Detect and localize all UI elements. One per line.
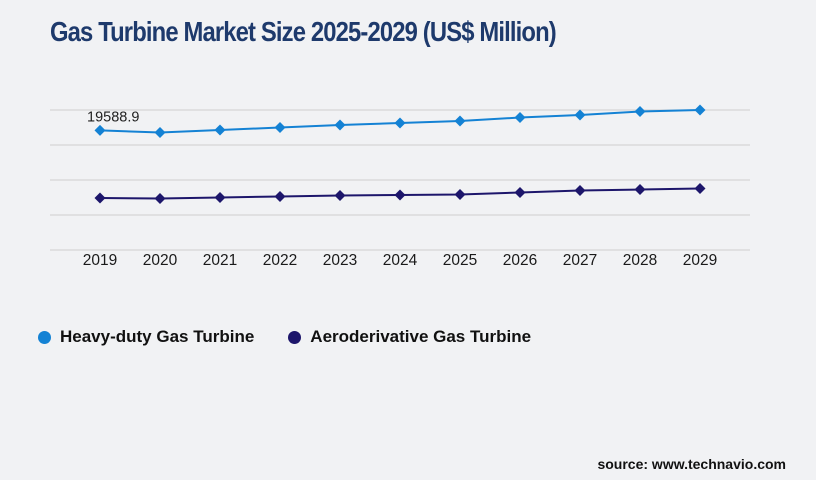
legend-label-aeroderivative: Aeroderivative Gas Turbine: [310, 327, 532, 346]
data-point-aeroderivative-2019: [94, 192, 106, 204]
data-point-aeroderivative-2024: [394, 189, 406, 201]
data-point-aeroderivative-2029: [694, 182, 706, 194]
data-point-aeroderivative-2025: [454, 188, 466, 200]
data-point-value-label: 19588.9: [87, 109, 139, 125]
x-axis-label-2029: 2029: [683, 252, 717, 269]
legend-swatch-aeroderivative-icon: [288, 330, 302, 344]
data-point-aeroderivative-2026: [514, 187, 526, 199]
data-point-aeroderivative-2021: [214, 192, 226, 203]
data-point-aeroderivative-2028: [634, 184, 646, 196]
chart-legend: Heavy-duty Gas Turbine Aeroderivative Ga…: [38, 327, 531, 347]
x-axis-label-2022: 2022: [263, 252, 297, 269]
x-axis-label-2020: 2020: [143, 252, 178, 269]
data-point-heavy-duty-2020: [154, 126, 166, 138]
data-point-heavy-duty-2024: [394, 117, 406, 129]
data-point-heavy-duty-2019: [94, 124, 106, 136]
data-point-heavy-duty-2029: [694, 104, 706, 116]
data-point-heavy-duty-2022: [274, 122, 286, 133]
x-axis-label-2026: 2026: [503, 252, 537, 269]
page-title: Gas Turbine Market Size 2025-2029 (US$ M…: [50, 16, 557, 47]
x-axis-label-2027: 2027: [563, 252, 597, 269]
data-point-aeroderivative-2023: [334, 189, 346, 201]
data-point-heavy-duty-2026: [514, 111, 526, 123]
legend-swatch-heavy-duty-icon: [38, 330, 51, 344]
x-axis-label-2019: 2019: [83, 252, 117, 269]
x-axis-label-2025: 2025: [443, 252, 477, 269]
legend-label-heavy-duty: Heavy-duty Gas Turbine: [60, 327, 255, 346]
chart-canvas: 2019 2020 2021 2022 2023 2024 2025 2026 2027 2028…: [50, 104, 750, 269]
x-axis-label-2021: 2021: [203, 252, 237, 269]
data-point-heavy-duty-2025: [454, 115, 466, 127]
data-point-aeroderivative-2020: [154, 192, 166, 204]
data-point-heavy-duty-2027: [574, 109, 586, 121]
data-point-aeroderivative-2027: [574, 185, 586, 196]
legend-item-heavy-duty: Heavy-duty Gas Turbine: [38, 327, 254, 347]
x-axis-label-2024: 2024: [383, 252, 418, 269]
data-point-heavy-duty-2021: [214, 124, 226, 136]
x-axis-label-2028: 2028: [623, 252, 657, 269]
data-point-heavy-duty-2028: [634, 105, 646, 117]
legend-item-aeroderivative: Aeroderivative Gas Turbine: [288, 327, 531, 347]
x-axis-label-2023: 2023: [323, 252, 357, 269]
data-point-aeroderivative-2022: [274, 191, 286, 203]
data-point-heavy-duty-2023: [334, 119, 346, 131]
source-attribution: source: www.technavio.com: [597, 456, 786, 472]
